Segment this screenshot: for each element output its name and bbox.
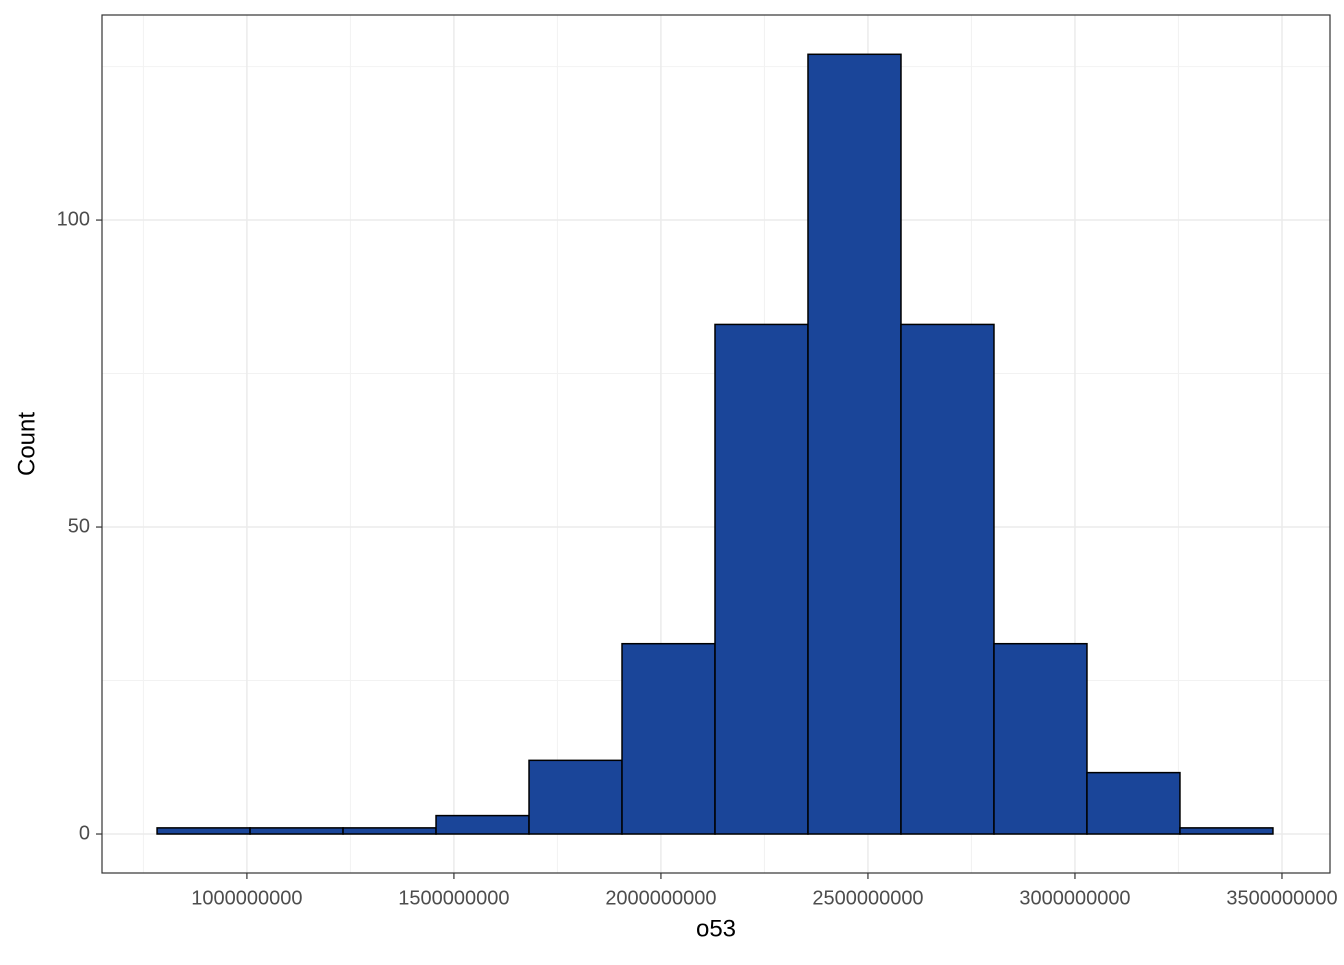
bar (156, 827, 251, 835)
x-axis-title: o53 (696, 915, 736, 942)
bar (342, 827, 437, 835)
bar (993, 642, 1088, 835)
y-tick-label: 0 (79, 822, 90, 844)
x-tick-label: 1000000000 (191, 887, 302, 909)
x-tick-label: 3000000000 (1019, 887, 1130, 909)
bar (528, 759, 623, 835)
bar (435, 814, 530, 835)
bar (807, 53, 902, 835)
x-tick-label: 2500000000 (812, 887, 923, 909)
y-tick-label: 100 (57, 208, 90, 230)
y-axis-title: Count (13, 412, 40, 476)
y-tick-label: 50 (68, 515, 90, 537)
x-tick-label: 3500000000 (1226, 887, 1337, 909)
bar (900, 323, 995, 835)
bar (249, 827, 344, 835)
x-tick-label: 1500000000 (398, 887, 509, 909)
bar (1179, 827, 1274, 835)
bar (621, 642, 716, 835)
x-tick-label: 2000000000 (605, 887, 716, 909)
panel-border (101, 14, 1331, 874)
bar (714, 323, 809, 835)
bar (1086, 771, 1181, 835)
